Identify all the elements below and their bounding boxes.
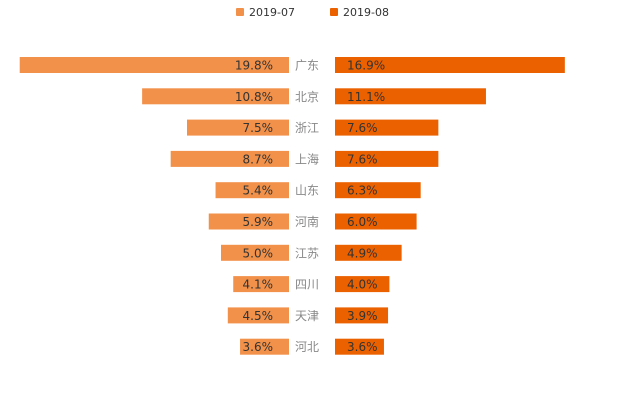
legend-label-2019-08: 2019-08 (343, 6, 389, 19)
value-label-2019-07: 4.5% (243, 309, 274, 323)
bars-group (19, 57, 565, 355)
bar-2019-07 (208, 213, 289, 230)
bar-2019-07 (215, 182, 289, 199)
bar-2019-07 (170, 150, 289, 167)
bar-2019-07 (142, 88, 289, 105)
value-label-2019-08: 7.6% (347, 152, 378, 166)
value-label-2019-08: 6.0% (347, 215, 378, 229)
bar-2019-08 (335, 88, 486, 105)
value-label-2019-07: 5.9% (243, 215, 274, 229)
bar-2019-07 (187, 119, 289, 136)
category-label: 广东 (295, 59, 319, 73)
value-label-2019-08: 7.6% (347, 121, 378, 135)
bar-2019-08 (335, 150, 439, 167)
value-label-2019-07: 5.0% (243, 246, 274, 260)
category-label: 河南 (295, 214, 319, 229)
value-label-2019-08: 4.9% (347, 246, 378, 260)
category-label: 浙江 (295, 121, 319, 135)
value-label-2019-08: 4.0% (347, 278, 378, 292)
value-label-2019-07: 4.1% (243, 278, 274, 292)
bar-2019-07 (221, 244, 289, 261)
value-label-2019-07: 5.4% (243, 184, 274, 198)
legend-label-2019-07: 2019-07 (249, 6, 295, 19)
bar-2019-08 (335, 244, 402, 261)
bar-2019-08 (335, 57, 565, 73)
legend: 2019-07 2019-08 (236, 6, 389, 19)
category-label: 北京 (295, 90, 319, 104)
value-label-2019-08: 3.9% (347, 309, 378, 323)
value-label-2019-07: 10.8% (235, 90, 273, 104)
value-label-2019-07: 8.7% (243, 152, 274, 166)
bar-2019-08 (335, 276, 390, 293)
bar-2019-08 (335, 338, 384, 355)
bar-2019-08 (335, 119, 439, 136)
bar-2019-07 (233, 276, 289, 293)
bar-2019-07 (19, 57, 289, 73)
category-label: 天津 (295, 309, 319, 323)
value-label-2019-08: 16.9% (347, 59, 385, 73)
bar-2019-08 (335, 307, 389, 324)
bar-2019-07 (227, 307, 289, 324)
legend-swatch-2019-07 (236, 8, 244, 16)
category-label: 河北 (295, 340, 319, 354)
labels-group: 19.8% 16.9% 广东 10.8% 11.1% 北京 7.5% 7.6% 浙江 8.7% 7.… (235, 59, 385, 355)
category-label: 江苏 (295, 246, 319, 260)
category-label: 山东 (295, 184, 319, 198)
value-label-2019-07: 7.5% (243, 121, 274, 135)
value-label-2019-08: 3.6% (347, 340, 378, 354)
value-label-2019-07: 3.6% (243, 340, 274, 354)
value-label-2019-08: 6.3% (347, 184, 378, 198)
bar-2019-08 (335, 182, 421, 199)
value-label-2019-08: 11.1% (347, 90, 385, 104)
category-label: 上海 (295, 151, 319, 166)
value-label-2019-07: 19.8% (235, 59, 273, 73)
bar-2019-08 (335, 213, 417, 230)
category-label: 四川 (295, 278, 319, 292)
bar-2019-07 (240, 338, 289, 355)
legend-swatch-2019-08 (330, 8, 338, 16)
